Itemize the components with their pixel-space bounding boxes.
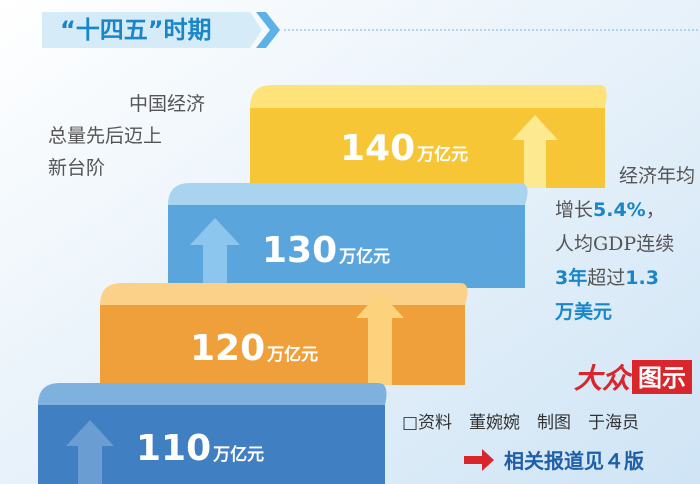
text-part: 万亿元 — [266, 344, 318, 365]
text-part: 120 — [190, 328, 265, 369]
right-note: 人均GDP连续 — [555, 233, 674, 255]
logo-label: 图示 — [638, 364, 686, 392]
logo-brand: 大众 — [574, 362, 634, 395]
left-note: 总量先后迈上 — [48, 125, 162, 147]
step-110 — [38, 383, 386, 484]
right-note: 3年超过1.3 — [555, 266, 659, 289]
step-130 — [168, 183, 528, 288]
text-part: 增长 — [555, 199, 593, 221]
left-note: 新台阶 — [48, 157, 105, 179]
credits: □资料 董婉婉 制图 于海员 — [402, 413, 639, 433]
text-part: 3年 — [555, 266, 587, 289]
text-part: 5.4% — [593, 199, 646, 221]
text-part: 140 — [340, 128, 415, 169]
footer: 相关报道见４版 — [504, 449, 644, 473]
infographic: “十四五”时期 140万亿元 130万亿元 120万亿元 110万亿元 中国经济… — [0, 0, 700, 484]
step-140 — [250, 85, 607, 188]
step-120 — [100, 283, 468, 385]
text-part: 1.3 — [625, 267, 659, 289]
right-note: 万美元 — [554, 300, 612, 323]
text-part: 110 — [136, 428, 211, 469]
text-part: 超过 — [587, 267, 625, 289]
header-title: “十四五”时期 — [60, 16, 212, 44]
text-part: 130 — [262, 230, 337, 271]
right-note: 增长5.4%， — [555, 199, 665, 221]
text-part: 万亿元 — [212, 444, 264, 465]
text-part: ， — [646, 199, 665, 221]
text-part: 万亿元 — [416, 144, 468, 165]
text-part: 万亿元 — [338, 246, 390, 267]
left-note: 中国经济 — [129, 93, 205, 115]
right-note: 经济年均 — [619, 165, 695, 187]
